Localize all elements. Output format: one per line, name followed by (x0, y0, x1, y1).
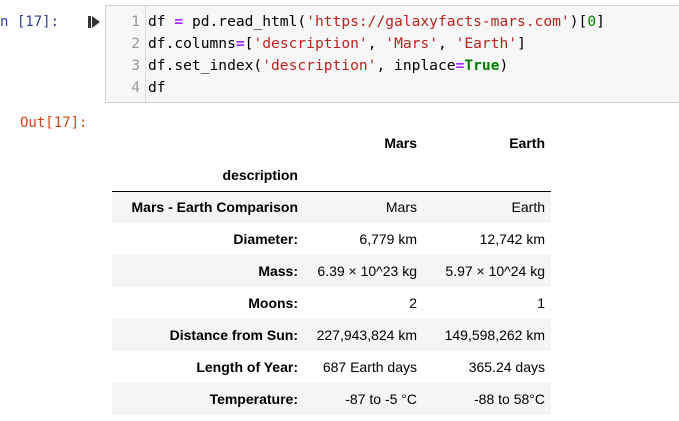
row-index-label: Mars - Earth Comparison (131, 199, 298, 216)
cell-mars: -87 to -5 °C (345, 391, 417, 407)
code-token: 'description' (262, 57, 377, 74)
column-header-mars: Mars (384, 135, 417, 151)
dataframe-output: Mars Earth description Mars - Earth Comp… (112, 127, 551, 415)
code-token: 'Mars' (385, 35, 438, 52)
row-index-label: Diameter: (233, 231, 298, 247)
blank-header-cell (112, 127, 304, 159)
code-token: True (464, 57, 500, 74)
gutter-divider (145, 6, 146, 102)
cell-earth: 1 (537, 295, 545, 311)
cell-earth: 5.97 × 10^24 kg (445, 263, 545, 279)
code-token: df.set_index( (148, 57, 263, 74)
step-forward-icon (88, 16, 100, 28)
code-token: , inplace (376, 57, 456, 74)
row-index-label: Mass: (258, 263, 298, 279)
code-token: ] (517, 35, 526, 52)
column-header-row: Mars Earth (112, 127, 551, 159)
code-line: 3 df.set_index('description', inplace=Tru… (106, 55, 508, 77)
line-number: 3 (131, 57, 140, 74)
cell-earth: 149,598,262 km (444, 327, 545, 343)
line-number: 4 (131, 79, 140, 96)
blank-header-cell (423, 159, 551, 192)
table-row: Mars - Earth Comparison Mars Earth (112, 191, 551, 223)
row-index-label: Length of Year: (196, 359, 298, 375)
code-token: 'https://galaxyfacts-mars.com' (306, 13, 570, 30)
code-token: 0 (587, 13, 597, 30)
blank-header-cell (304, 159, 423, 192)
table-row: Mass: 6.39 × 10^23 kg 5.97 × 10^24 kg (112, 255, 551, 287)
cell-mars: 6,779 km (359, 231, 417, 247)
index-name-header: description (112, 159, 304, 192)
code-line: 4 df (106, 77, 166, 99)
cell-mars: Mars (385, 199, 417, 216)
row-index-label: Distance from Sun: (169, 327, 298, 343)
cell-earth: -88 to 58°C (474, 391, 545, 407)
line-number: 1 (131, 13, 140, 30)
cell-mars: 687 Earth days (322, 359, 417, 375)
code-token: = (174, 13, 184, 30)
code-token: 'description' (253, 35, 368, 52)
code-token: ] (596, 13, 605, 30)
code-token: )[ (569, 13, 588, 30)
cell-mars: 2 (409, 295, 417, 311)
code-token: [ (244, 35, 254, 52)
code-token: 'Earth' (455, 35, 518, 52)
table-row: Moons: 2 1 (112, 287, 551, 319)
cell-mars: 6.39 × 10^23 kg (317, 263, 417, 279)
code-token: = (455, 57, 465, 74)
index-name-row: description (112, 159, 551, 192)
code-token: ) (499, 57, 509, 74)
column-header-earth: Earth (509, 135, 545, 151)
code-cell-editor[interactable]: 1 df = pd.read_html('https://galaxyfacts-… (105, 5, 679, 103)
output-prompt: Out[17]: (20, 115, 88, 131)
code-token: , (367, 35, 386, 52)
table-row: Distance from Sun: 227,943,824 km 149,598,… (112, 319, 551, 351)
row-index-label: Temperature: (209, 391, 298, 407)
code-line: 2 df.columns=['description', 'Mars', 'Ear… (106, 33, 526, 55)
cell-earth: Earth (511, 199, 545, 216)
code-line: 1 df = pd.read_html('https://galaxyfacts-… (106, 11, 605, 33)
table-row: Temperature: -87 to -5 °C -88 to 58°C (112, 383, 551, 415)
input-prompt: n [17]: (0, 14, 60, 30)
row-index-label: Moons: (248, 295, 298, 311)
code-token: , (438, 35, 456, 52)
dataframe-body: Mars - Earth Comparison Mars Earth Diameter… (112, 191, 551, 415)
run-cell-icon[interactable] (87, 15, 101, 29)
code-token: = (235, 35, 245, 52)
code-token: df.columns (148, 35, 236, 52)
code-token: pd.read_html( (183, 13, 307, 30)
table-row: Length of Year: 687 Earth days 365.24 days (112, 351, 551, 383)
table-row: Diameter: 6,779 km 12,742 km (112, 223, 551, 255)
code-token: df (148, 79, 166, 96)
code-token: df (148, 13, 175, 30)
cell-earth: 12,742 km (479, 231, 545, 247)
cell-earth: 365.24 days (468, 359, 545, 375)
cell-mars: 227,943,824 km (316, 327, 417, 343)
line-number: 2 (131, 35, 140, 52)
